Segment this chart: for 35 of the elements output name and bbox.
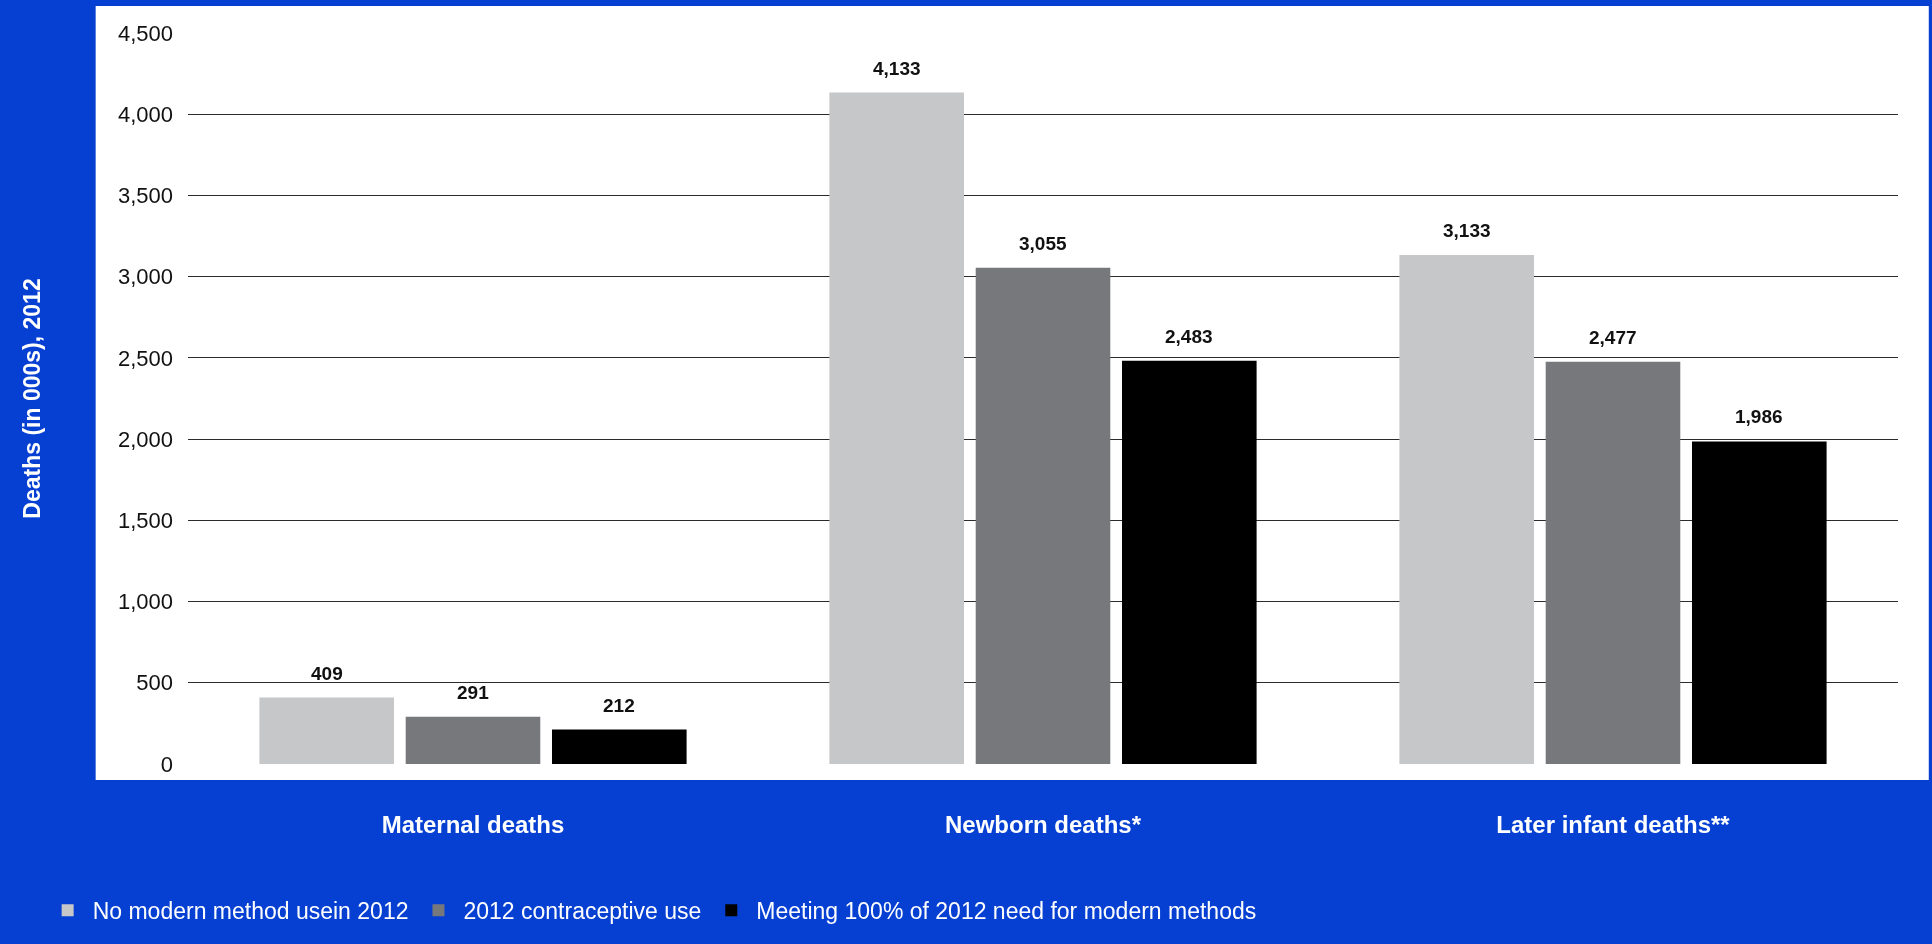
data-label: 2,477 [1589, 327, 1637, 348]
y-tick-label: 3,000 [117, 264, 173, 290]
bar [405, 716, 541, 764]
data-label: 1,986 [1735, 406, 1783, 427]
y-tick-label: 2,500 [117, 345, 173, 371]
data-label: 409 [311, 663, 343, 684]
data-label: 291 [457, 682, 490, 703]
y-tick-label: 1,000 [117, 589, 173, 615]
y-tick-label: 4,500 [117, 20, 173, 46]
data-label: 3,133 [1443, 220, 1491, 241]
bar [259, 697, 394, 764]
data-label: 212 [603, 695, 635, 716]
y-axis-title: Deaths (in 000s), 2012 [19, 278, 46, 519]
bar [552, 729, 687, 764]
data-label: 2,483 [1165, 326, 1213, 347]
legend-label: 2012 contraceptive use [463, 898, 702, 925]
y-tick-label: 1,500 [117, 508, 173, 534]
bar [1399, 255, 1534, 764]
bar [1692, 441, 1827, 764]
y-tick-label: 0 [160, 751, 173, 777]
y-tick-label: 500 [136, 670, 173, 696]
x-tick-label: Newborn deaths* [944, 811, 1142, 838]
legend-label: No modern method usein 2012 [92, 898, 409, 925]
y-tick-label: 4,000 [117, 101, 173, 127]
bar [975, 267, 1111, 764]
bar [1122, 360, 1257, 764]
y-tick-label: 3,500 [117, 183, 173, 209]
x-tick-label: Maternal deaths [381, 811, 565, 838]
y-tick-label: 2,000 [117, 426, 173, 452]
x-tick-label: Later infant deaths** [1496, 811, 1731, 838]
bar [829, 92, 964, 764]
data-label: 3,055 [1019, 233, 1067, 254]
legend-label: Meeting 100% of 2012 need for modern methods [756, 898, 1257, 925]
data-label: 4,133 [873, 58, 921, 79]
bar [1545, 361, 1681, 764]
